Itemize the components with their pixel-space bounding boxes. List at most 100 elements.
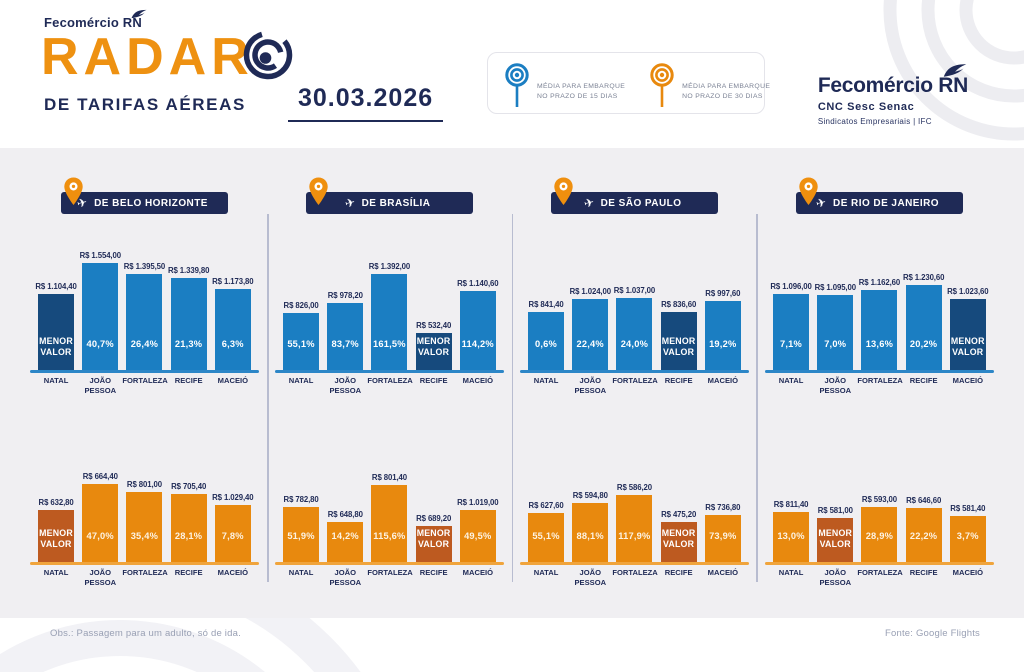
- bar-percent-label: 47,0%: [86, 531, 114, 541]
- city-label: JOÃO PESSOA: [84, 376, 117, 395]
- city-labels-row: NATAL JOÃO PESSOA FORTALEZA RECIFE MACEIÓ: [769, 376, 990, 396]
- bar-percent-label: 19,2%: [709, 339, 737, 349]
- bar-value-label: R$ 1.023,60: [947, 287, 989, 296]
- bar-percent-label: 35,4%: [130, 531, 159, 541]
- chart-15-dias: R$ 1.096,00 7,1% R$ 1.095,00 7,0% R$ 1.162,6…: [769, 240, 990, 370]
- city-label: NATAL: [533, 376, 559, 385]
- bar-slot: R$ 811,40 13,0%: [769, 462, 813, 562]
- radar-pin-15-dias-icon: [504, 62, 530, 110]
- bar-percent-label: 73,9%: [709, 531, 737, 541]
- city-labels-row: NATAL JOÃO PESSOA FORTALEZA RECIFE MACEIÓ: [524, 568, 745, 588]
- city-label: MACEIÓ: [462, 568, 494, 577]
- bar-slot: R$ 997,60 19,2%: [701, 240, 745, 370]
- bar-slot: R$ 581,00 MENOR VALOR: [813, 462, 857, 562]
- city-label: FORTALEZA: [612, 376, 658, 385]
- header-brand-block: Fecomércio RN RADAR DE TARIFAS AÉREAS: [41, 9, 296, 115]
- section-title: DE SÃO PAULO: [600, 197, 682, 209]
- bar-slot: R$ 801,00 35,4%: [122, 462, 166, 562]
- bar-percent-label: 115,6%: [373, 531, 406, 541]
- bar-value-label: R$ 997,60: [705, 289, 741, 298]
- city-label: FORTALEZA: [857, 568, 903, 577]
- bar-maceió: 49,5%: [459, 510, 496, 562]
- city-label: MACEIÓ: [462, 376, 494, 385]
- city-label: NATAL: [288, 568, 314, 577]
- footnote: Obs.: Passagem para um adulto, só de ida…: [50, 628, 241, 639]
- bar-recife: 21,3%: [170, 278, 207, 370]
- bar-slot: R$ 1.392,00 161,5%: [367, 240, 411, 370]
- bar-joão-pessoa: 88,1%: [572, 503, 609, 562]
- bar-joão-pessoa: 83,7%: [327, 303, 364, 370]
- source-credit: Fonte: Google Flights: [884, 628, 980, 639]
- bar-slot: R$ 1.095,00 7,0%: [813, 240, 857, 370]
- city-label: RECIFE: [664, 568, 693, 577]
- section-0: ✈ DE BELO HORIZONTE R$ 1.104,40 MENOR VALOR R…: [22, 148, 267, 618]
- chart-30-dias: R$ 811,40 13,0% R$ 581,00 MENOR VALOR R$ 593,…: [769, 462, 990, 562]
- axis-baseline: [275, 370, 504, 373]
- city-label: MACEIÓ: [217, 568, 249, 577]
- chart-30-dias: R$ 632,80 MENOR VALOR R$ 664,40 47,0% R$ 801,…: [34, 462, 255, 562]
- bar-natal: 51,9%: [283, 507, 319, 562]
- bar-slot: R$ 1.230,60 20,2%: [902, 240, 946, 370]
- bar-natal: 13,0%: [773, 512, 809, 562]
- bar-recife: 22,2%: [905, 508, 942, 562]
- menor-valor-label: MENOR VALOR: [39, 336, 73, 357]
- legend-label-line: MÉDIA PARA EMBARQUE: [537, 82, 626, 90]
- bar-natal: MENOR VALOR: [38, 510, 74, 562]
- bar-value-label: R$ 627,60: [528, 501, 564, 510]
- bar-percent-label: 7,1%: [780, 339, 802, 349]
- menor-valor-label: MENOR VALOR: [39, 528, 73, 549]
- axis-baseline: [765, 370, 994, 373]
- city-label: NATAL: [288, 376, 314, 385]
- city-label: FORTALEZA: [367, 568, 413, 577]
- city-labels-row: NATAL JOÃO PESSOA FORTALEZA RECIFE MACEIÓ: [769, 568, 990, 588]
- city-label: NATAL: [778, 376, 804, 385]
- bar-maceió: 73,9%: [704, 515, 741, 562]
- bar-value-label: R$ 1.095,00: [814, 283, 856, 292]
- bar-natal: 0,6%: [528, 312, 564, 370]
- bar-recife: MENOR VALOR: [660, 312, 697, 370]
- section-header: ✈ DE RIO DE JANEIRO: [757, 176, 1002, 220]
- fecomercio-logo-main-text: Fecomércio RN: [818, 64, 968, 98]
- bar-value-label: R$ 1.173,80: [212, 277, 254, 286]
- city-label: FORTALEZA: [367, 376, 413, 385]
- date-box: 30.03.2026: [288, 84, 444, 122]
- chart-30-dias: R$ 782,80 51,9% R$ 648,80 14,2% R$ 801,40 115…: [279, 462, 500, 562]
- city-labels-row: NATAL JOÃO PESSOA FORTALEZA RECIFE MACEIÓ: [34, 376, 255, 396]
- bar-fortaleza: 28,9%: [861, 507, 898, 562]
- bar-value-label: R$ 664,40: [82, 472, 118, 481]
- bar-percent-label: 20,2%: [909, 339, 938, 349]
- section-title-band: ✈ DE BELO HORIZONTE: [61, 192, 228, 214]
- bar-percent-label: 7,0%: [824, 339, 847, 349]
- bar-percent-label: 114,2%: [461, 339, 494, 349]
- chart-30-dias: R$ 627,60 55,1% R$ 594,80 88,1% R$ 586,20 117…: [524, 462, 745, 562]
- city-label: RECIFE: [664, 376, 693, 385]
- section-divider: [511, 214, 513, 582]
- charts-area: ✈ DE BELO HORIZONTE R$ 1.104,40 MENOR VALOR R…: [0, 148, 1024, 618]
- bar-slot: R$ 627,60 55,1%: [524, 462, 568, 562]
- feather-icon: [130, 7, 148, 22]
- brand-subtext: Sindicatos Empresariais | IFC: [817, 117, 932, 126]
- city-label: RECIFE: [174, 376, 203, 385]
- city-labels-row: NATAL JOÃO PESSOA FORTALEZA RECIFE MACEIÓ: [279, 376, 500, 396]
- bar-percent-label: 14,2%: [331, 531, 359, 541]
- bar-value-label: R$ 1.096,00: [770, 282, 812, 291]
- city-label: MACEIÓ: [707, 568, 739, 577]
- section-header: ✈ DE BRASÍLIA: [267, 176, 512, 220]
- chart-15-dias: R$ 1.104,40 MENOR VALOR R$ 1.554,00 40,7% R$ …: [34, 240, 255, 370]
- city-label: RECIFE: [419, 568, 448, 577]
- bar-natal: 55,1%: [528, 513, 564, 562]
- bar-percent-label: 28,1%: [174, 531, 203, 541]
- bar-value-label: R$ 1.392,00: [368, 262, 411, 271]
- fecomercio-logo-small-text: Fecomércio RN: [44, 15, 142, 30]
- report-date: 30.03.2026: [288, 84, 444, 122]
- bar-natal: 7,1%: [773, 294, 809, 370]
- bar-slot: R$ 1.029,40 7,8%: [211, 462, 255, 562]
- page-subtitle: DE TARIFAS AÉREAS: [44, 95, 246, 114]
- menor-valor-label: MENOR VALOR: [661, 528, 696, 549]
- legend-label-30-dias: MÉDIA PARA EMBARQUE NO PRAZO DE 30 DIAS: [682, 82, 770, 102]
- bar-slot: R$ 664,40 47,0%: [78, 462, 122, 562]
- city-label: NATAL: [43, 376, 69, 385]
- bar-percent-label: 7,8%: [221, 531, 244, 541]
- bar-percent-label: 117,9%: [618, 531, 651, 541]
- bar-value-label: R$ 978,20: [327, 291, 363, 300]
